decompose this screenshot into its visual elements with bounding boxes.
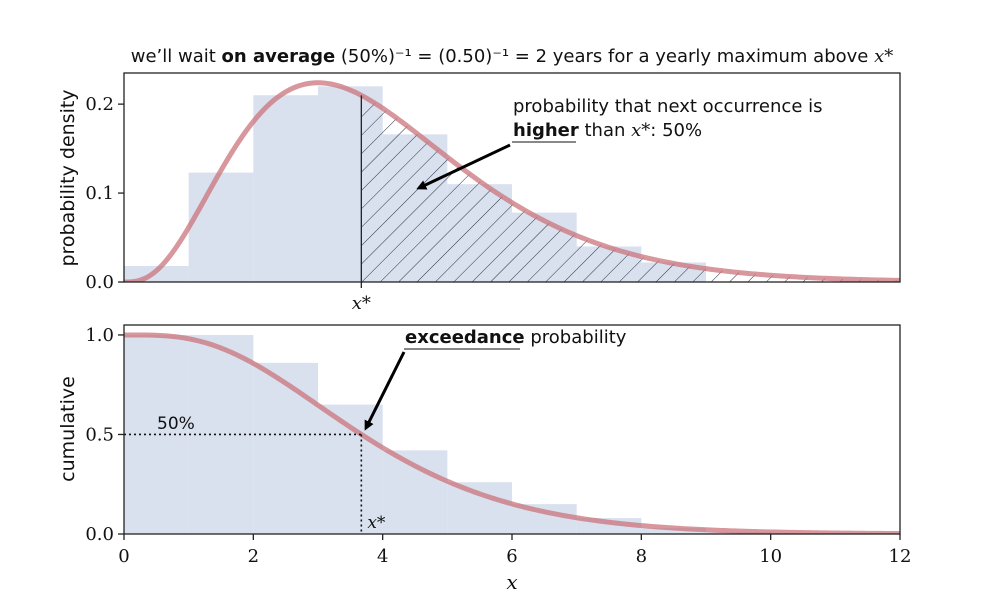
top-annotation-line1: probability that next occurrence is — [513, 96, 823, 117]
x-star-tick-label: x* — [352, 293, 371, 314]
cumulative-y-axis-label: cumulative — [57, 376, 79, 482]
density-bar — [253, 95, 318, 282]
cumulative-bar — [447, 482, 512, 534]
density-y-axis-label: probability density — [57, 89, 79, 266]
density-ytick-label: 0.2 — [85, 94, 114, 115]
fifty-percent-label: 50% — [157, 414, 195, 434]
exceedance-annotation-arrow — [364, 351, 406, 431]
chart-title: we’ll wait on average (50%)⁻¹ = (0.50)⁻¹… — [131, 46, 894, 67]
density-axes-frame — [123, 72, 901, 283]
x-axis-label: x — [506, 570, 517, 594]
density-panel: 0.0 0.1 0.2 x* probability density probabi… — [57, 72, 901, 314]
density-bar — [188, 172, 254, 282]
cumulative-bar — [124, 334, 189, 534]
exceedance-hatched-area — [361, 95, 900, 282]
cumulative-bar — [253, 362, 318, 534]
density-curve — [124, 80, 900, 282]
cumulative-ytick-label: 0.5 — [85, 424, 114, 445]
x-tick-label: 12 — [889, 546, 912, 567]
x-tick-label: 0 — [118, 546, 129, 567]
top-annotation-arrow — [416, 143, 511, 190]
cumulative-bar — [382, 450, 448, 534]
cumulative-ytick-label: 0.0 — [85, 524, 114, 545]
x-tick-label: 10 — [759, 546, 782, 567]
cumulative-ytick-label: 1.0 — [85, 325, 114, 346]
x-tick-label: 4 — [377, 546, 388, 567]
x-star-label: x* — [367, 513, 386, 533]
density-ytick-label: 0.0 — [85, 272, 114, 293]
density-ytick-label: 0.1 — [85, 183, 114, 204]
cumulative-bar — [641, 528, 706, 534]
exceedance-annotation: exceedance probability — [405, 327, 627, 348]
x-tick-label: 2 — [248, 546, 259, 567]
x-tick-label: 8 — [636, 546, 647, 567]
x-tick-label: 6 — [506, 546, 517, 567]
top-annotation-line2: higher than x*: 50% — [513, 120, 702, 141]
cumulative-panel: 0.00.51.0 0 2 4 6 8 10 12 cumulative x 50% x* … — [57, 324, 912, 594]
exceedance-curve — [124, 332, 900, 534]
